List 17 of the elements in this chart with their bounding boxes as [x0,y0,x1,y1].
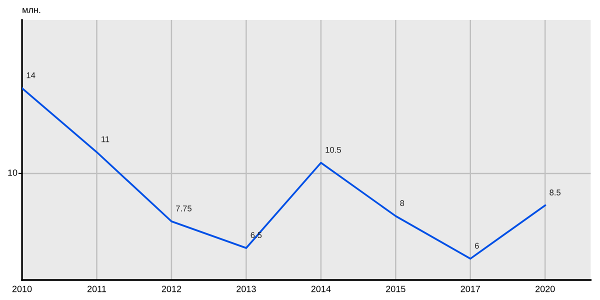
data-label: 8 [400,200,404,206]
x-tick-label: 2014 [311,286,331,292]
x-tick-label: 2015 [386,286,406,292]
data-label: 10.5 [326,146,341,153]
data-label: 7.75 [176,206,192,212]
data-label: 8.5 [550,190,561,196]
x-tick-label: 2017 [460,286,480,292]
x-tick-label: 2011 [87,286,106,292]
x-tick-label: 2012 [162,286,182,292]
data-label: 14 [26,72,36,78]
data-label: 6 [474,242,479,249]
x-tick-label: 2013 [236,286,256,292]
ref-line-label: 10 [8,169,18,176]
x-tick-label: 2020 [536,286,555,292]
text: млн. [22,8,40,14]
x-tick-label: 2010 [12,286,32,292]
data-label: 11 [102,136,110,142]
